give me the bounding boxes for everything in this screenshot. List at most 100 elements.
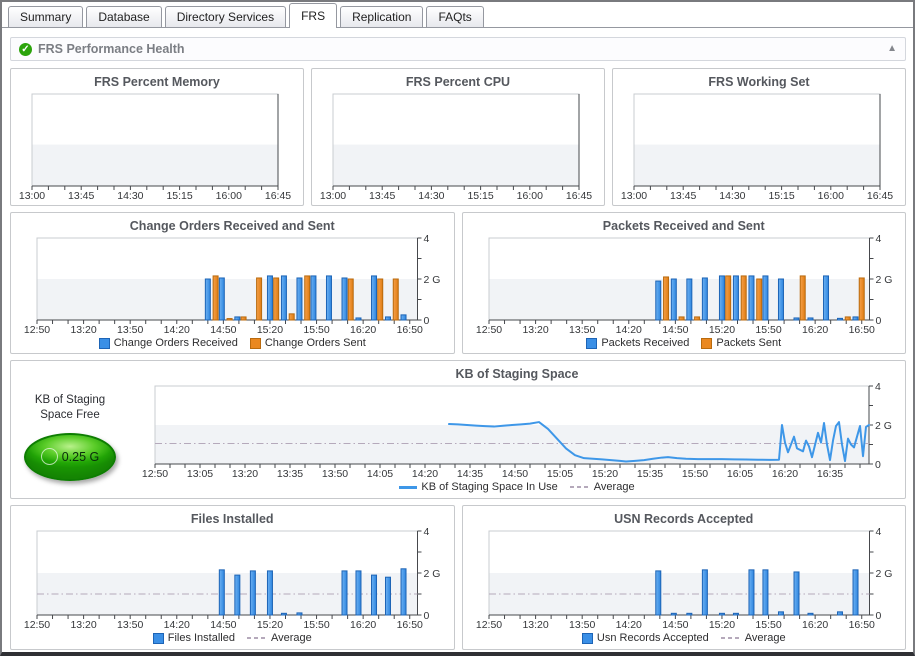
svg-text:13:50: 13:50	[117, 619, 143, 630]
svg-text:4: 4	[424, 235, 430, 245]
legend-label: Average	[593, 481, 635, 493]
svg-text:15:35: 15:35	[637, 468, 663, 479]
section-title: FRS Performance Health	[38, 42, 185, 56]
svg-text:14:05: 14:05	[367, 468, 393, 479]
gauge-value: 0.25 G	[61, 449, 100, 464]
svg-text:14:50: 14:50	[662, 324, 688, 335]
svg-text:13:50: 13:50	[117, 324, 143, 335]
chart-title: Files Installed	[190, 512, 274, 526]
legend-item-packets-received: Packets Received	[586, 337, 689, 349]
tab-directory-services[interactable]: Directory Services	[164, 6, 287, 27]
chart-title: Change Orders Received and Sent	[129, 219, 335, 233]
svg-text:2 G: 2 G	[875, 420, 892, 432]
legend-item-change-orders-received: Change Orders Received	[98, 337, 238, 349]
tab-frs[interactable]: FRS	[289, 3, 338, 28]
svg-text:0: 0	[424, 610, 430, 622]
svg-text:15:50: 15:50	[303, 619, 329, 630]
chart-title: FRS Percent CPU	[405, 75, 511, 89]
chart-legend: Change Orders Received Change Orders Sent	[11, 335, 454, 351]
svg-text:12:50: 12:50	[475, 619, 501, 630]
tab-faqts[interactable]: FAQts	[426, 6, 484, 27]
legend-swatch-dash-icon	[569, 486, 590, 488]
tab-database[interactable]: Database	[86, 6, 162, 27]
svg-text:12:50: 12:50	[475, 324, 501, 335]
svg-text:15:20: 15:20	[257, 324, 283, 335]
tab-replication[interactable]: Replication	[340, 6, 424, 27]
svg-text:15:05: 15:05	[547, 468, 573, 479]
chart-panel-packets: Packets Received and Sent 12:50 13:20 13:5…	[461, 212, 906, 354]
svg-text:14:50: 14:50	[210, 324, 236, 335]
svg-text:14:20: 14:20	[412, 468, 438, 479]
legend-item-average: Average	[720, 632, 786, 644]
chart-legend: Packets Received Packets Sent	[463, 335, 906, 351]
legend-item-change-orders-sent: Change Orders Sent	[249, 337, 366, 349]
legend-label: Change Orders Sent	[264, 337, 366, 349]
svg-text:14:30: 14:30	[117, 190, 143, 201]
chart-panel-kb-staging: KB of Staging Space Free 0.25 G KB of St…	[10, 360, 906, 499]
chart-canvas: 12:50 13:20 13:50 14:20 14:50 15:20 15:50 16:20…	[24, 235, 441, 335]
main-content: ✓ FRS Performance Health ▲ FRS Percent M…	[2, 28, 913, 650]
legend-item-files-installed: Files Installed	[152, 632, 235, 644]
legend-item-packets-sent: Packets Sent	[701, 337, 781, 349]
chart-canvas: 12:50 13:20 13:50 14:20 14:50 15:20 15:50 16:20…	[475, 235, 892, 335]
svg-text:15:15: 15:15	[166, 190, 192, 201]
svg-text:16:20: 16:20	[350, 324, 376, 335]
svg-text:2 G: 2 G	[875, 568, 892, 580]
svg-text:13:45: 13:45	[369, 190, 395, 201]
legend-label: Usn Records Accepted	[596, 632, 709, 644]
chart-legend: KB of Staging Space In Use Average	[129, 479, 905, 495]
chart-row-staging: KB of Staging Space Free 0.25 G KB of St…	[10, 360, 906, 499]
svg-text:13:00: 13:00	[320, 190, 346, 201]
collapse-section-button[interactable]: ▲	[887, 43, 897, 54]
svg-text:13:45: 13:45	[670, 190, 696, 201]
legend-swatch-blue-icon	[581, 632, 593, 644]
svg-text:15:20: 15:20	[708, 324, 734, 335]
chart-panel-frs-percent-memory: FRS Percent Memory 13:00 13:45 14:30 15:15 1…	[10, 68, 304, 206]
svg-text:14:30: 14:30	[719, 190, 745, 201]
chart-canvas: 13:00 13:45 14:30 15:15 16:00 16:45	[621, 93, 893, 201]
legend-label: Change Orders Received	[113, 337, 238, 349]
legend-item-average: Average	[246, 632, 312, 644]
gauge-label-line1: KB of Staging	[34, 394, 106, 406]
svg-text:12:50: 12:50	[24, 324, 50, 335]
health-status-icon: ✓	[19, 42, 32, 56]
svg-text:15:50: 15:50	[682, 468, 708, 479]
legend-swatch-dash-icon	[720, 637, 741, 639]
svg-text:15:20: 15:20	[257, 619, 283, 630]
legend-label: Files Installed	[167, 632, 235, 644]
tab-summary[interactable]: Summary	[8, 6, 84, 27]
chart-legend: Files Installed Average	[11, 630, 454, 646]
svg-text:4: 4	[424, 528, 430, 538]
svg-text:13:20: 13:20	[232, 468, 258, 479]
legend-item-kb-of-staging-space-in-use: KB of Staging Space In Use	[399, 481, 558, 493]
chart-row-middle: Change Orders Received and Sent 12:50 13:…	[10, 212, 906, 354]
svg-text:16:05: 16:05	[727, 468, 753, 479]
svg-text:16:45: 16:45	[867, 190, 893, 201]
legend-swatch-line-icon	[399, 485, 418, 489]
chart-panel-frs-working-set: FRS Working Set 13:00 13:45 14:30 15:15 16:0…	[612, 68, 906, 206]
legend-label: Average	[744, 632, 786, 644]
svg-text:13:00: 13:00	[19, 190, 45, 201]
svg-text:15:20: 15:20	[708, 619, 734, 630]
chart-panel-frs-percent-cpu: FRS Percent CPU 13:00 13:45 14:30 15:15 16:0…	[311, 68, 605, 206]
svg-text:15:15: 15:15	[768, 190, 794, 201]
svg-text:2 G: 2 G	[424, 274, 441, 286]
svg-text:0: 0	[875, 315, 881, 327]
svg-text:12:50: 12:50	[24, 619, 50, 630]
gauge-dot-icon	[40, 448, 58, 466]
chart-canvas: 13:00 13:45 14:30 15:15 16:00 16:45	[320, 93, 592, 201]
chart-title: KB of Staging Space	[455, 367, 579, 381]
legend-item-average: Average	[569, 481, 635, 493]
svg-text:4: 4	[875, 528, 881, 538]
chart-panel-files-installed: Files Installed 12:50 13:20 13:50 14:20 14:5…	[10, 505, 455, 650]
svg-text:16:45: 16:45	[265, 190, 291, 201]
legend-label: Packets Received	[601, 337, 690, 349]
svg-text:15:20: 15:20	[592, 468, 618, 479]
svg-text:13:50: 13:50	[569, 324, 595, 335]
svg-text:13:00: 13:00	[621, 190, 647, 201]
svg-text:16:50: 16:50	[848, 619, 874, 630]
svg-text:0: 0	[875, 459, 881, 471]
svg-text:16:35: 16:35	[817, 468, 843, 479]
svg-text:14:20: 14:20	[164, 619, 190, 630]
svg-text:15:50: 15:50	[303, 324, 329, 335]
